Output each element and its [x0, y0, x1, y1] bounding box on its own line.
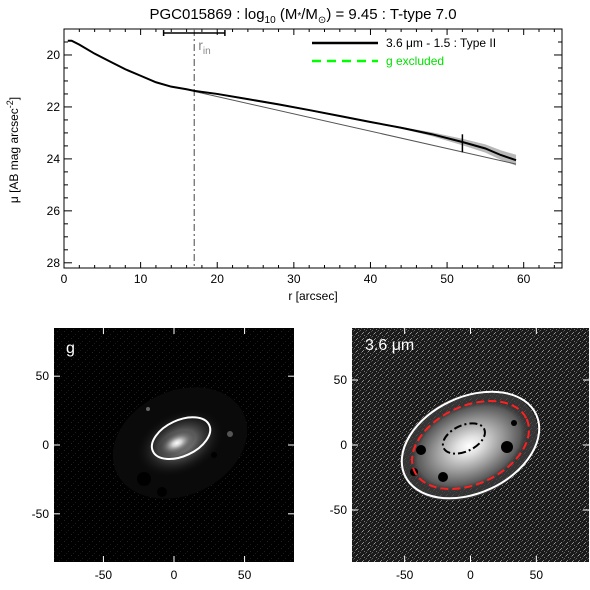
masked-source [416, 445, 426, 455]
image-x-tick-label: 0 [171, 568, 178, 582]
masked-source [211, 452, 217, 458]
image-x-tick-label: 0 [467, 568, 474, 582]
x-tick-label: 40 [364, 272, 378, 286]
profile-line-3.6um [67, 39, 517, 162]
masked-source [511, 420, 517, 426]
ir-panel-label: 3.6 μm [365, 337, 414, 354]
aperture-ellipse-solid [150, 416, 212, 460]
masked-source [501, 441, 513, 453]
aperture-ellipse-dashdot [441, 422, 486, 455]
g-band-galaxy [112, 387, 248, 499]
y-label-part: μ [AB mag arcsec [7, 108, 21, 203]
chart-title: PGC015869 : log10 (M*/M⊙) = 9.45 : T-typ… [149, 6, 456, 26]
x-axis-label: r [arcsec] [288, 289, 337, 303]
legend-label-3.6um: 3.6 μm - 1.5 : Type II [386, 36, 496, 50]
y-label-part: -2 [5, 100, 15, 108]
masked-source [438, 472, 448, 482]
title-part: (M [276, 6, 298, 23]
y-label-part: ] [7, 97, 21, 100]
plot-frame [63, 28, 563, 269]
y-tick-label: 24 [47, 152, 61, 166]
x-tick-label: 30 [287, 272, 301, 286]
image-x-tick-label: 50 [238, 568, 252, 582]
x-axis-ticks: 0 10 20 30 40 50 60 [61, 29, 555, 286]
g-axis-ticks: -50 0 50 -50 0 50 [32, 328, 294, 582]
image-y-tick-label: 50 [36, 369, 50, 383]
aperture-ellipse-dashed [411, 400, 530, 490]
legend-label-g-excluded: g excluded [386, 54, 444, 68]
ir-image-panel: 3.6 μm -50 0 50 -50 0 50 [330, 328, 589, 582]
ir-galaxy [400, 391, 538, 501]
profile-series [67, 39, 517, 166]
title-part: ⊙ [318, 15, 326, 26]
image-y-tick-label: -50 [330, 503, 348, 517]
g-panel-label: g [66, 340, 75, 357]
y-tick-label: 26 [47, 204, 61, 218]
x-tick-label: 50 [440, 272, 454, 286]
r-in-label-main: r [198, 37, 203, 53]
profile-uncertainty-band [67, 39, 517, 166]
x-tick-label: 20 [211, 272, 225, 286]
x-tick-label: 60 [517, 272, 531, 286]
ir-ellipses [400, 390, 541, 500]
image-x-tick-label: 50 [530, 568, 544, 582]
star-source [227, 431, 233, 437]
y-axis-label: μ [AB mag arcsec-2] [5, 97, 21, 203]
y-axis-ticks: 20 22 24 26 28 [47, 41, 562, 270]
masked-source [157, 487, 167, 497]
legend: 3.6 μm - 1.5 : Type II g excluded [312, 36, 496, 68]
title-part: PGC015869 : log [149, 6, 264, 23]
y-tick-label: 28 [47, 256, 61, 270]
r-in-label: rin [198, 37, 210, 57]
image-y-tick-label: 50 [334, 373, 348, 387]
g-band-image-panel: g -50 0 50 -50 0 50 [32, 328, 294, 582]
y-tick-label: 20 [47, 48, 61, 62]
y-tick-label: 22 [47, 100, 61, 114]
title-part: ) = 9.45 : T-type 7.0 [326, 6, 456, 23]
profile-panel: PGC015869 : log10 (M*/M⊙) = 9.45 : T-typ… [5, 6, 563, 303]
g-ellipses [150, 416, 212, 460]
masked-source [137, 472, 151, 486]
image-x-tick-label: -50 [396, 568, 414, 582]
r-in-label-sub: in [203, 46, 211, 57]
image-y-tick-label: 0 [340, 438, 347, 452]
aperture-ellipse-solid [400, 390, 541, 500]
x-tick-label: 0 [61, 272, 68, 286]
image-x-tick-label: -50 [95, 568, 113, 582]
ir-axis-ticks: -50 0 50 -50 0 50 [330, 328, 589, 582]
image-y-tick-label: 0 [42, 438, 49, 452]
x-tick-label: 10 [134, 272, 148, 286]
star-source [146, 407, 150, 411]
title-part: /M [301, 6, 318, 23]
title-part: 10 [265, 15, 277, 26]
profile-fit-line [194, 90, 517, 165]
title-part: * [297, 11, 301, 22]
image-y-tick-label: -50 [32, 507, 50, 521]
r-in-marker: rin [162, 29, 226, 268]
